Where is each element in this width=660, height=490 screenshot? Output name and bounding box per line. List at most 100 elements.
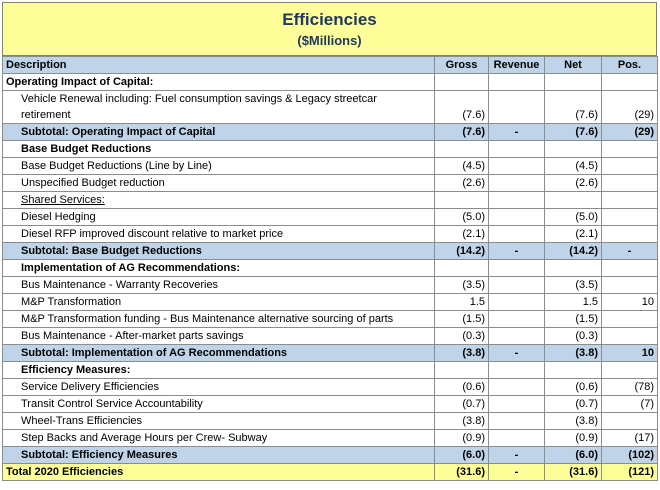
row-revenue: [488, 327, 545, 345]
row-pos: [601, 191, 658, 209]
section-title: Operating Impact of Capital:: [2, 73, 435, 91]
row-net: (0.6): [544, 378, 602, 396]
row-description: Diesel Hedging: [2, 208, 435, 226]
row-description: Step Backs and Average Hours per Crew- S…: [2, 429, 435, 447]
row-revenue: [488, 157, 545, 175]
row-revenue: [488, 225, 545, 243]
table-row: Step Backs and Average Hours per Crew- S…: [2, 429, 658, 447]
subtotal-revenue: -: [488, 446, 545, 464]
page-title: Efficiencies: [282, 10, 377, 29]
subtotal-description: Subtotal: Implementation of AG Recommend…: [2, 344, 435, 362]
row-net: (3.5): [544, 276, 602, 294]
subtotal-gross: (7.6): [434, 123, 489, 141]
subtotal-row: Subtotal: Implementation of AG Recommend…: [2, 344, 658, 362]
table-row: Vehicle Renewal including: Fuel consumpt…: [2, 90, 658, 124]
section-header-row: Efficiency Measures:: [2, 361, 658, 379]
row-description: Vehicle Renewal including: Fuel consumpt…: [2, 90, 435, 124]
row-gross: (1.5): [434, 310, 489, 328]
subtotal-revenue: -: [488, 123, 545, 141]
total-row: Total 2020 Efficiencies (31.6) - (31.6) …: [2, 463, 658, 481]
row-revenue: [488, 174, 545, 192]
row-net: (5.0): [544, 208, 602, 226]
row-pos: (29): [601, 90, 658, 124]
row-pos: (78): [601, 378, 658, 396]
subtotal-description: Subtotal: Base Budget Reductions: [2, 242, 435, 260]
row-description: Diesel RFP improved discount relative to…: [2, 225, 435, 243]
row-revenue: [488, 378, 545, 396]
subtotal-description: Subtotal: Efficiency Measures: [2, 446, 435, 464]
table-row: Base Budget Reductions (Line by Line) (4…: [2, 157, 658, 175]
row-description: Service Delivery Efficiencies: [2, 378, 435, 396]
row-gross: (7.6): [434, 90, 489, 124]
table-row: Transit Control Service Accountability (…: [2, 395, 658, 413]
row-gross: 1.5: [434, 293, 489, 311]
col-pos: Pos.: [601, 56, 658, 74]
section-title: Base Budget Reductions: [2, 140, 435, 158]
row-pos: [601, 310, 658, 328]
row-revenue: [488, 429, 545, 447]
row-description: M&P Transformation: [2, 293, 435, 311]
row-description: M&P Transformation funding - Bus Mainten…: [2, 310, 435, 328]
table-row: Service Delivery Efficiencies (0.6) (0.6…: [2, 378, 658, 396]
header-row: Description Gross Revenue Net Pos.: [2, 56, 658, 74]
col-gross: Gross: [434, 56, 489, 74]
efficiencies-table: Description Gross Revenue Net Pos. Opera…: [2, 56, 658, 481]
col-revenue: Revenue: [488, 56, 545, 74]
row-gross: (3.5): [434, 276, 489, 294]
row-gross: (4.5): [434, 157, 489, 175]
subtotal-pos: (102): [601, 446, 658, 464]
row-revenue: [488, 191, 545, 209]
table-row: M&P Transformation funding - Bus Mainten…: [2, 310, 658, 328]
row-revenue: [488, 276, 545, 294]
row-revenue: [488, 395, 545, 413]
row-description: Transit Control Service Accountability: [2, 395, 435, 413]
row-gross: (5.0): [434, 208, 489, 226]
row-net: (4.5): [544, 157, 602, 175]
subtotal-row: Subtotal: Base Budget Reductions (14.2) …: [2, 242, 658, 260]
row-revenue: [488, 293, 545, 311]
shared-services-label: Shared Services:: [21, 194, 105, 206]
row-description: Base Budget Reductions (Line by Line): [2, 157, 435, 175]
row-description: Wheel-Trans Efficiencies: [2, 412, 435, 430]
subtotal-gross: (3.8): [434, 344, 489, 362]
section-title: Efficiency Measures:: [2, 361, 435, 379]
table-row: M&P Transformation 1.5 1.5 10: [2, 293, 658, 311]
row-gross: (3.8): [434, 412, 489, 430]
subtotal-revenue: -: [488, 344, 545, 362]
row-pos: [601, 174, 658, 192]
table-row: Diesel Hedging (5.0) (5.0): [2, 208, 658, 226]
table-row: Bus Maintenance - After-market parts sav…: [2, 327, 658, 345]
page-subtitle: ($Millions): [297, 33, 362, 48]
section-header-row: Operating Impact of Capital:: [2, 73, 658, 91]
subtotal-revenue: -: [488, 242, 545, 260]
col-net: Net: [544, 56, 602, 74]
row-net: [544, 191, 602, 209]
table-row: Shared Services:: [2, 191, 658, 209]
total-description: Total 2020 Efficiencies: [2, 463, 435, 481]
row-net: (3.8): [544, 412, 602, 430]
row-revenue: [488, 310, 545, 328]
total-net: (31.6): [544, 463, 602, 481]
row-net: (0.3): [544, 327, 602, 345]
subtotal-row: Subtotal: Efficiency Measures (6.0) - (6…: [2, 446, 658, 464]
subtotal-net: (3.8): [544, 344, 602, 362]
title-banner: Efficiencies ($Millions): [2, 2, 657, 56]
row-pos: [601, 412, 658, 430]
efficiencies-table-container: Efficiencies ($Millions) Description Gro…: [2, 2, 658, 481]
subtotal-net: (6.0): [544, 446, 602, 464]
col-description: Description: [2, 56, 435, 74]
table-row: Unspecified Budget reduction (2.6) (2.6): [2, 174, 658, 192]
row-net: (2.1): [544, 225, 602, 243]
table-row: Wheel-Trans Efficiencies (3.8) (3.8): [2, 412, 658, 430]
section-title: Implementation of AG Recommendations:: [2, 259, 435, 277]
row-pos: (17): [601, 429, 658, 447]
row-net: (0.9): [544, 429, 602, 447]
row-net: (0.7): [544, 395, 602, 413]
row-revenue: [488, 208, 545, 226]
section-header-row: Implementation of AG Recommendations:: [2, 259, 658, 277]
row-gross: (2.6): [434, 174, 489, 192]
row-pos: [601, 225, 658, 243]
subtotal-pos: (29): [601, 123, 658, 141]
row-gross: (2.1): [434, 225, 489, 243]
row-net: (2.6): [544, 174, 602, 192]
